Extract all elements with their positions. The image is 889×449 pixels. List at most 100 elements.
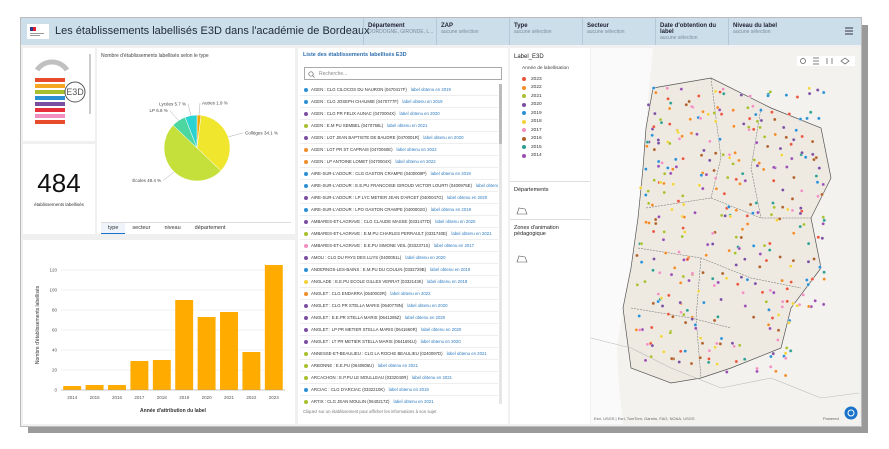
filter[interactable]: Secteur aucune sélection	[582, 18, 654, 45]
legend-swatch	[522, 119, 526, 124]
filter[interactable]: Département DORDOGNE, GIRONDE, L...	[363, 18, 435, 45]
map-point	[635, 283, 640, 287]
map-point	[659, 334, 664, 339]
map-point	[783, 351, 788, 356]
map-point	[687, 99, 691, 104]
tab[interactable]: département	[194, 225, 226, 231]
map-point	[668, 331, 673, 335]
map-point	[730, 341, 735, 346]
list-item[interactable]: AGEN : CLG PR FELIX AUNAC (0470004X) labe…	[300, 108, 498, 120]
locate-button[interactable]	[844, 406, 858, 420]
map-point	[805, 116, 809, 121]
list-item[interactable]: AGEN : LGT PR ST CAPRAIS (0470060E) label…	[300, 144, 498, 156]
list-item[interactable]: AIRE-SUR-L'ADOUR : LPO GASTON CRAMPE (04…	[300, 204, 498, 216]
map-point	[683, 230, 687, 234]
legend-label: 2017	[531, 127, 542, 133]
item-name: AGEN : LGT PR ST CAPRAIS (0470060E)	[311, 147, 393, 152]
list-item[interactable]: ANGLET : CLG PR STELLA MARIS (0640778N) l…	[300, 300, 498, 312]
list-item[interactable]: ARTIX : CLG JEAN MOULIN (0640217Z) label …	[300, 396, 498, 404]
map-panel[interactable]: Esri, USGS | Esri, TomTom, Garmin, FAO, …	[591, 48, 859, 424]
map-point	[681, 194, 685, 198]
filter-value: aucune sélection	[514, 29, 552, 35]
map-point	[806, 260, 811, 264]
slice-value: 48.4 %	[147, 178, 161, 183]
map-point	[800, 134, 804, 139]
list-item[interactable]: AGEN : CLG JOSEPH CHAUMIE (0470777F) labe…	[300, 96, 498, 108]
map-point	[710, 242, 715, 246]
tab[interactable]: niveau	[164, 225, 181, 231]
map-point	[713, 176, 718, 180]
map-point	[658, 117, 663, 122]
map-point	[745, 214, 750, 218]
status-dot	[304, 123, 308, 128]
legend-item: 2023	[522, 75, 588, 84]
leader-line	[169, 110, 179, 121]
menu-button[interactable]	[844, 26, 854, 36]
list-item[interactable]: ANGLET : LP PR METIER STELLA MARIS (0641…	[300, 324, 498, 336]
map-tools[interactable]	[797, 56, 855, 66]
item-name: ARCIAC : CLG D'ARCIAC (0332210K)	[311, 387, 385, 392]
list-item[interactable]: ARCIAC : CLG D'ARCIAC (0332210K) label ob…	[300, 384, 498, 396]
y-tick-label: 40	[52, 348, 58, 353]
map-point	[678, 349, 683, 354]
map-point	[780, 299, 785, 304]
item-name: ARTIX : CLG JEAN MOULIN (0640217Z)	[311, 399, 390, 404]
layer-name: Départements	[514, 187, 549, 193]
legend-swatch	[522, 153, 526, 158]
map-point	[672, 266, 677, 270]
map-point	[772, 290, 776, 295]
map-point	[651, 86, 656, 90]
map-point	[675, 128, 680, 133]
list-item[interactable]: ARCACHON : E.P.PU LE MOULLEAU (0332040R)…	[300, 372, 498, 384]
list-item[interactable]: AMBARES-ET-LAGRAVE : E.E.PU SIMONE VEIL …	[300, 240, 498, 252]
list-item[interactable]: AIRE-SUR-L'ADOUR : E.E.PU FRANCOISE GIRO…	[300, 180, 498, 192]
filter[interactable]: ZAP aucune sélection	[436, 18, 508, 45]
list-item[interactable]: ANNESSE-ET-BEAULIEU : CLG LA ROCHE BEAUL…	[300, 348, 498, 360]
layers: Départements Zones d'animation pédagogiqu…	[510, 181, 590, 269]
tab[interactable]: type	[101, 223, 126, 234]
map-point	[772, 165, 776, 170]
list-item[interactable]: ANGLADE : E.E.PU ECOLE GILLES VERRAT (03…	[300, 276, 498, 288]
status-dot	[304, 243, 308, 248]
list-item[interactable]: ANDERNOS-LES-BAINS : E.M.PU DU COULIN (0…	[300, 264, 498, 276]
bar	[63, 386, 82, 390]
leader-line	[163, 171, 175, 181]
map-point	[733, 151, 737, 155]
map-point	[695, 132, 699, 136]
list-item[interactable]: AIRE-SUR-L'ADOUR : CLG GASTON CRAMPE (04…	[300, 168, 498, 180]
search-box[interactable]: Recherche...	[304, 67, 502, 80]
map-point	[690, 317, 694, 321]
status-dot	[304, 219, 308, 224]
map-point	[719, 112, 724, 116]
filter[interactable]: Type aucune sélection	[509, 18, 581, 45]
list-item[interactable]: ANGLET : CLG ENDARRA (0640002R) label obt…	[300, 288, 498, 300]
map-point	[727, 248, 731, 253]
filter[interactable]: Date d'obtention du label aucune sélectio…	[655, 18, 727, 45]
bar-panel: 0 20 40 60 80 100 120 2014 2015 2016 2017 2018 2019 2…	[23, 240, 295, 424]
list-item[interactable]: ANGLET : LT PR METIER STELLA MARIS (0641…	[300, 336, 498, 348]
list-item[interactable]: AGEN : CLG CILOCOS DU NAURON (0470417F) l…	[300, 84, 498, 96]
list-item[interactable]: ARBONNE : E.E.PU (0640806U) label obtenu …	[300, 360, 498, 372]
tab[interactable]: secteur	[132, 225, 151, 231]
map-point	[791, 258, 796, 263]
list-item[interactable]: AGEN : E.M PU SEMBEL (0470758L) label obt…	[300, 120, 498, 132]
map-point	[645, 140, 650, 144]
map-point	[753, 281, 758, 286]
map-point	[812, 157, 816, 162]
layer-swatch	[516, 207, 528, 215]
list-item[interactable]: AGEN : LGT JEAN BAPTISTE DE BAUDRE (0470…	[300, 132, 498, 144]
map-point	[767, 248, 772, 252]
list-item[interactable]: AMBARES-ET-LAGRAVE : E.M.PU CHARLES PERR…	[300, 228, 498, 240]
map-point	[671, 314, 675, 319]
list-item[interactable]: AMBARES-ET-LAGRAVE : CLG CLAUDE MASSE (0…	[300, 216, 498, 228]
map-point	[637, 314, 641, 318]
list-item[interactable]: AIRE-SUR-L'ADOUR : LP LYC METIER JEAN D'…	[300, 192, 498, 204]
item-label: label obtenu en 2019	[475, 183, 498, 188]
filter[interactable]: Niveau du label aucune sélection	[728, 18, 800, 45]
map-point	[772, 205, 776, 210]
list-item[interactable]: AGEN : LP ANTOINE LOMET (0470004X) label …	[300, 156, 498, 168]
list-item[interactable]: ANGLET : E.E.PR STELLA MARIS (0641285Z) l…	[300, 312, 498, 324]
scrollbar	[499, 84, 502, 404]
list-item[interactable]: AMOU : CLG DU PAYS DES LUYS (0400051L) la…	[300, 252, 498, 264]
map-point	[820, 236, 825, 240]
